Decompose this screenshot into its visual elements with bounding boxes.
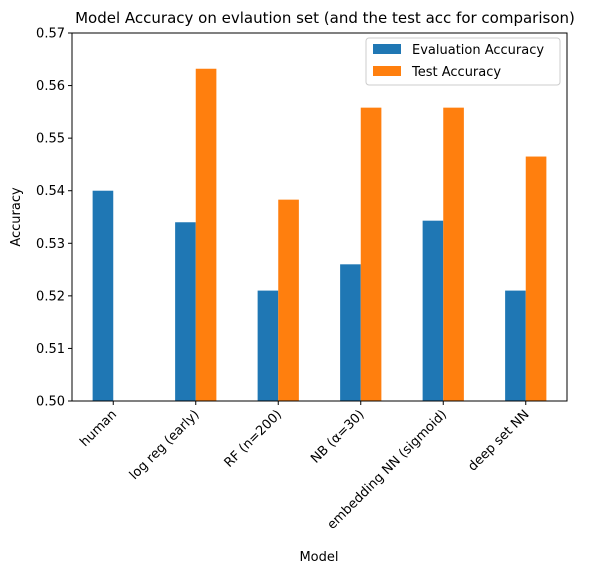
y-tick-label: 0.55	[36, 132, 65, 147]
bar-evaluation-4	[422, 220, 444, 401]
bar-evaluation-1	[175, 222, 196, 401]
x-tick-label: log reg (early)	[127, 407, 203, 483]
y-tick-label: 0.54	[36, 184, 65, 199]
legend: Evaluation Accuracy Test Accuracy	[365, 37, 561, 86]
legend-swatch-test	[373, 66, 401, 76]
x-tick-label: RF (n=200)	[222, 407, 285, 470]
chart-title: Model Accuracy on evlaution set (and the…	[75, 9, 575, 27]
legend-label-test: Test Accuracy	[411, 65, 501, 80]
y-tick-label: 0.50	[36, 395, 65, 410]
bar-evaluation-2	[257, 290, 279, 401]
legend-swatch-evaluation	[373, 44, 401, 54]
bars-layer	[92, 68, 547, 402]
y-tick-label: 0.56	[36, 79, 65, 94]
x-axis-title: Model	[299, 550, 338, 565]
y-tick-label: 0.57	[36, 27, 65, 42]
bar-evaluation-0	[92, 190, 114, 401]
plot-frame	[71, 32, 568, 402]
bar-test-4	[443, 107, 464, 401]
x-tick-label: deep set NN	[465, 407, 532, 474]
y-tick-label: 0.53	[36, 237, 65, 252]
x-tick-label: human	[77, 407, 120, 450]
x-tick-label: NB (α=30)	[308, 407, 367, 466]
bar-test-5	[525, 156, 547, 401]
x-axis: human log reg (early) RF (n=200) NB (α=30)e…	[77, 401, 533, 533]
y-axis: 0.50 0.51 0.52 0.53 0.54 0.55 0.56 0.57	[36, 27, 72, 410]
bar-test-2	[278, 199, 299, 401]
legend-label-evaluation: Evaluation Accuracy	[412, 43, 544, 58]
y-axis-title: Accuracy	[9, 187, 24, 247]
y-tick-label: 0.52	[36, 289, 65, 304]
bar-test-1	[195, 68, 217, 402]
bar-test-3	[360, 107, 382, 401]
bar-evaluation-5	[505, 290, 526, 401]
y-tick-label: 0.51	[36, 342, 65, 357]
bar-evaluation-3	[340, 264, 361, 401]
legend-frame	[365, 37, 561, 86]
